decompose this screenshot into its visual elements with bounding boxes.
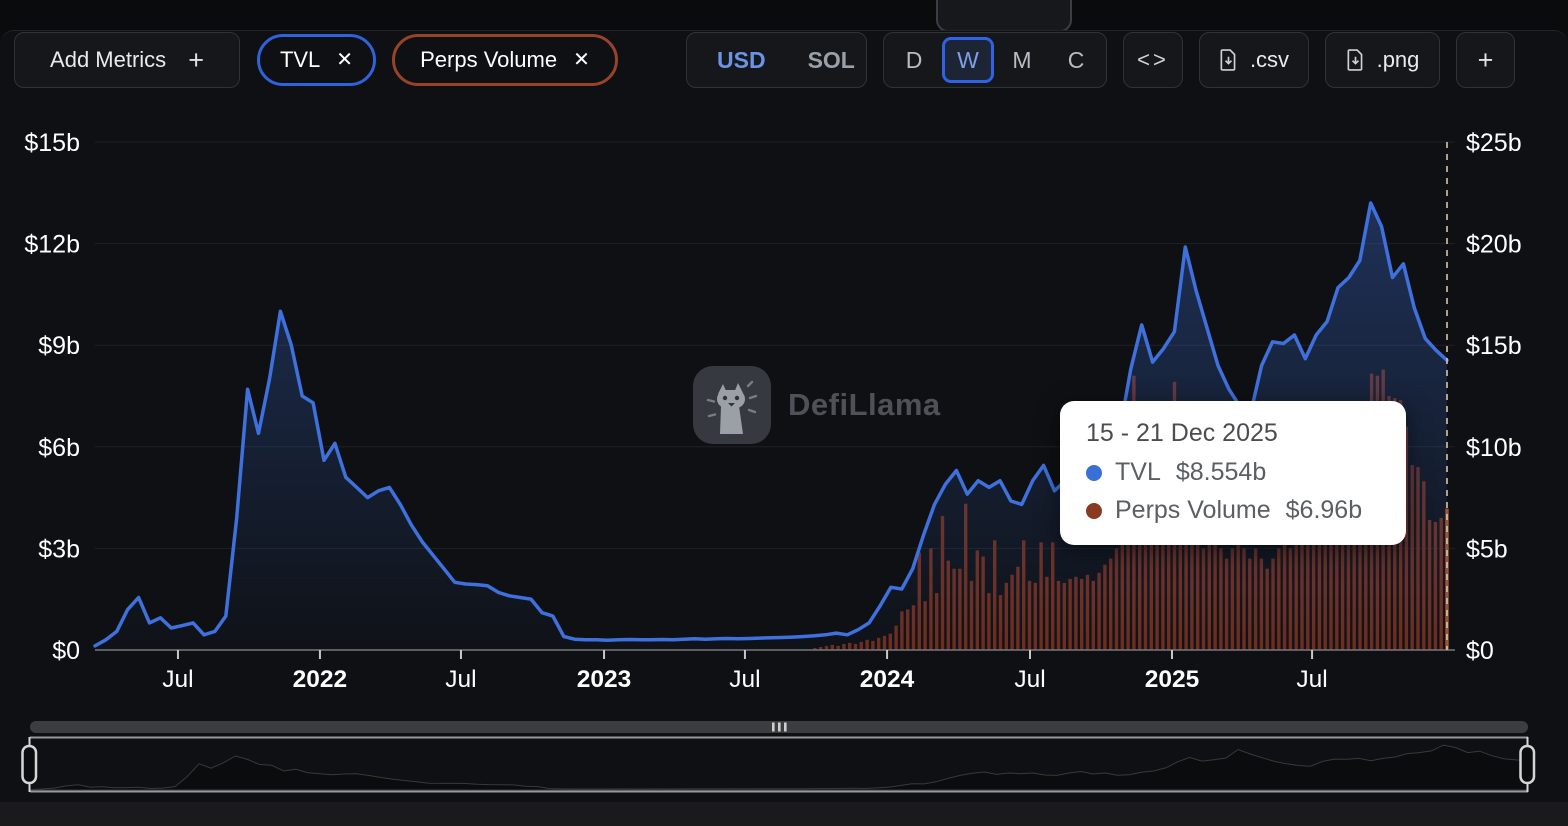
defillama-watermark: DefiLlama	[693, 366, 941, 444]
download-png-button[interactable]: .png	[1325, 32, 1440, 88]
interval-option-c[interactable]: C	[1067, 46, 1085, 73]
metric-pill-tvl-label: TVL	[279, 47, 321, 72]
plus-icon: +	[1477, 44, 1494, 75]
y-axis-left-label: $6b	[38, 434, 80, 462]
x-axis-label: 2025	[1145, 666, 1200, 693]
scrollbar-grip-icon[interactable]	[778, 722, 781, 732]
y-axis-right-label: $20b	[1466, 231, 1522, 259]
embed-code-button[interactable]: <>	[1123, 32, 1183, 88]
tooltip-row-perps: Perps Volume $6.96b	[1086, 496, 1380, 525]
download-file-icon	[1346, 49, 1365, 71]
code-icon: <>	[1137, 47, 1169, 72]
download-csv-button[interactable]: .csv	[1199, 32, 1309, 88]
tooltip-tvl-name: TVL	[1115, 458, 1161, 486]
interval-toggle: D W M C	[883, 32, 1107, 88]
y-axis-right-label: $0	[1466, 637, 1494, 665]
add-metrics-label: Add Metrics	[50, 47, 167, 72]
x-axis-label: 2024	[860, 666, 915, 693]
brush-handle-right[interactable]	[1519, 744, 1536, 785]
x-axis-label: 2023	[577, 666, 632, 693]
close-icon[interactable]: ✕	[336, 49, 354, 71]
tooltip-row-tvl: TVL $8.554b	[1086, 458, 1380, 487]
perps-series-dot	[1086, 502, 1102, 519]
top-tab[interactable]	[936, 0, 1072, 30]
x-axis-label: Jul	[1014, 666, 1045, 693]
y-axis-right-label: $15b	[1466, 332, 1522, 360]
watermark-brand-text: DefiLlama	[788, 387, 941, 422]
tooltip-perps-name: Perps Volume	[1115, 496, 1271, 524]
tooltip-perps-value: $6.96b	[1285, 496, 1363, 524]
chart-tooltip: 15 - 21 Dec 2025 TVL $8.554b Perps Volum…	[1060, 401, 1406, 545]
tooltip-date: 15 - 21 Dec 2025	[1086, 419, 1278, 447]
top-strip	[0, 0, 1568, 30]
metric-pill-perps-label: Perps Volume	[420, 47, 558, 72]
interval-option-w-selected[interactable]: W	[942, 37, 994, 83]
x-axis-label: 2022	[293, 666, 348, 693]
add-chart-button[interactable]: +	[1456, 32, 1515, 88]
add-metrics-button[interactable]: Add Metrics +	[14, 32, 240, 88]
y-axis-left-label: $12b	[24, 231, 80, 259]
metric-pill-perps-volume[interactable]: Perps Volume ✕	[392, 34, 618, 86]
y-axis-left-label: $9b	[38, 332, 80, 360]
csv-label: .csv	[1249, 47, 1290, 72]
download-file-icon	[1219, 49, 1238, 71]
y-axis-left-label: $3b	[38, 535, 80, 563]
x-axis-label: Jul	[729, 666, 760, 693]
x-axis-label: Jul	[162, 666, 193, 693]
currency-option-sol[interactable]: SOL	[807, 46, 855, 73]
x-axis-label: Jul	[445, 666, 476, 693]
tvl-line[interactable]	[93, 201, 1449, 648]
interval-option-m[interactable]: M	[1012, 46, 1032, 73]
scrollbar-grip-icon[interactable]	[784, 722, 787, 732]
brush-minichart-silhouette	[29, 744, 1529, 791]
currency-option-usd[interactable]: USD	[717, 46, 766, 73]
scrollbar-grip-icon[interactable]	[772, 722, 775, 732]
x-axis-label: Jul	[1296, 666, 1327, 693]
tooltip-tvl-value: $8.554b	[1175, 458, 1267, 486]
png-label: .png	[1376, 47, 1420, 72]
tvl-series-dot	[1086, 464, 1102, 481]
defillama-logo-icon	[693, 366, 771, 444]
brush-handle-left[interactable]	[21, 744, 38, 785]
y-axis-left-label: $15b	[24, 129, 80, 157]
plus-icon: +	[188, 44, 204, 75]
toolbar: Add Metrics + TVL ✕ Perps Volume ✕ USD S…	[0, 30, 1568, 100]
currency-toggle: USD SOL	[686, 32, 867, 88]
y-axis-right-label: $25b	[1466, 129, 1522, 157]
close-icon[interactable]: ✕	[573, 49, 590, 71]
y-axis-right-label: $10b	[1466, 434, 1522, 462]
y-axis-right-label: $5b	[1466, 535, 1508, 563]
interval-option-d[interactable]: D	[905, 46, 923, 73]
metric-pill-tvl[interactable]: TVL ✕	[257, 34, 376, 86]
footer-strip	[0, 802, 1568, 826]
y-axis-left-label: $0	[52, 637, 80, 665]
